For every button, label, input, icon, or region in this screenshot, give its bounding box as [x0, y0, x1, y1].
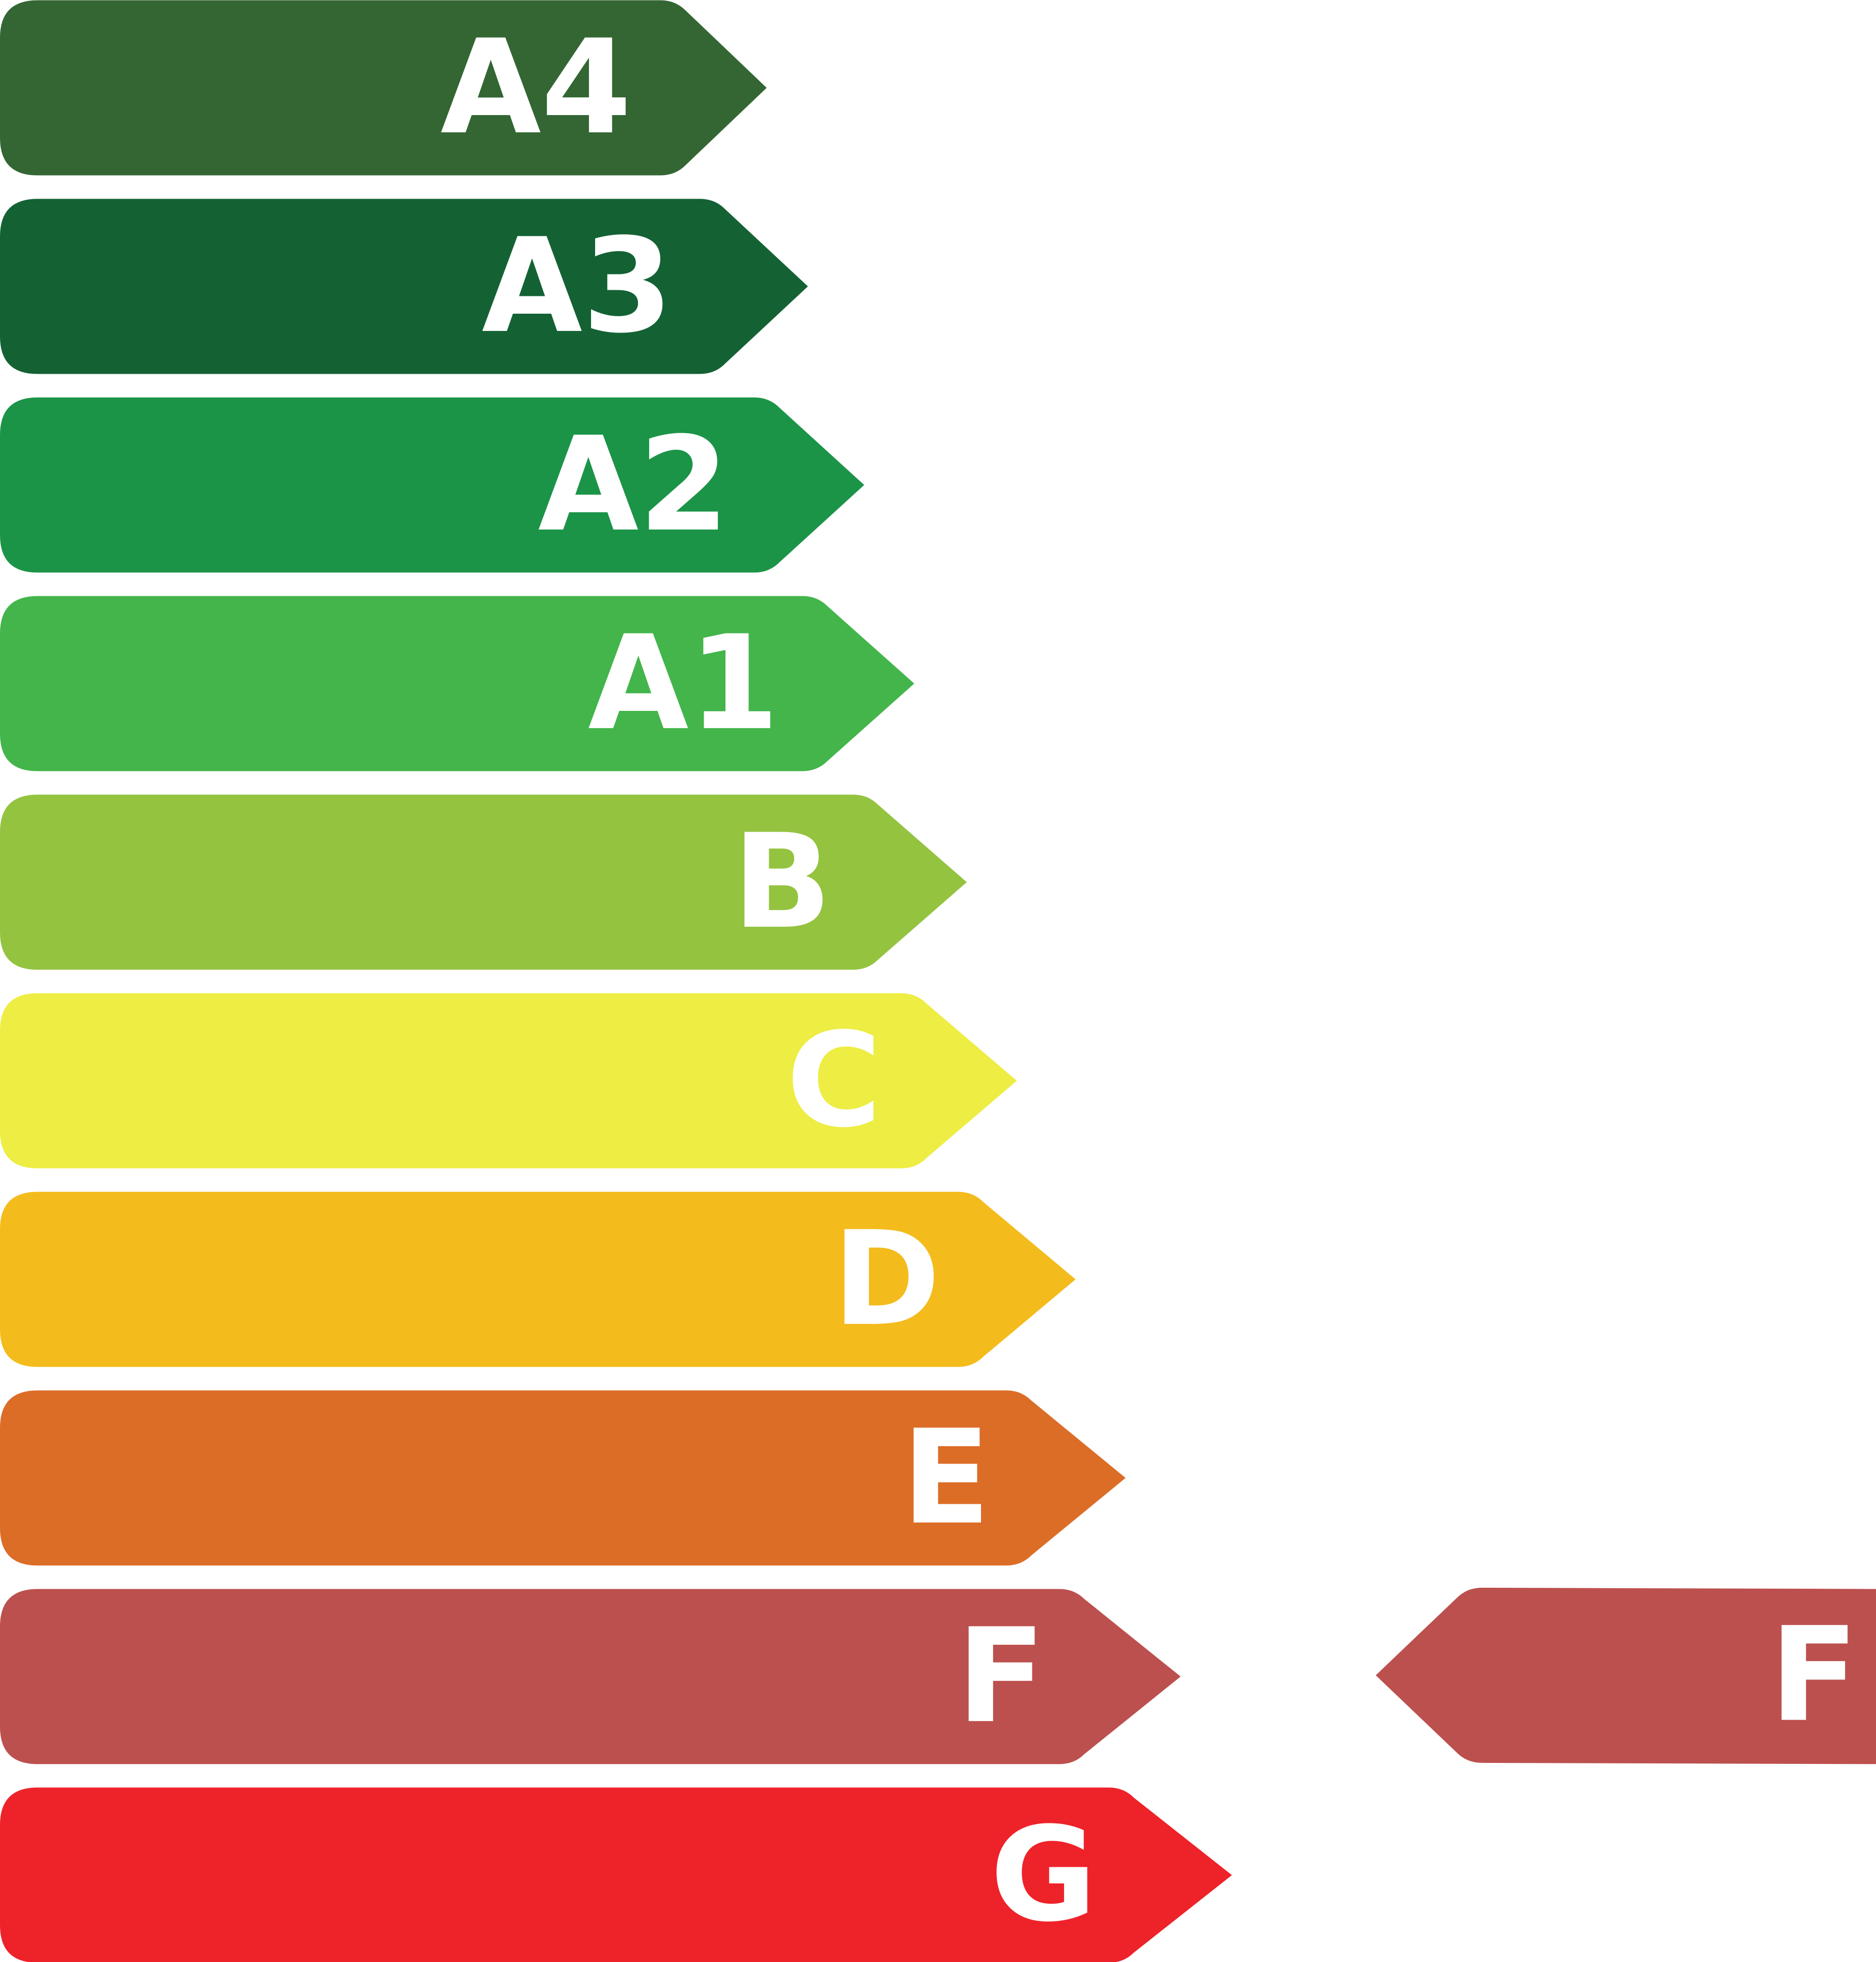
- class-label: A1: [588, 608, 779, 759]
- class-arrow: [0, 1589, 1181, 1764]
- class-label: C: [786, 1005, 882, 1156]
- class-label: F: [957, 1601, 1046, 1752]
- class-label: G: [990, 1800, 1097, 1951]
- class-label: E: [902, 1402, 991, 1554]
- rating-label: F: [1770, 1599, 1859, 1751]
- class-arrow: [0, 596, 914, 771]
- class-arrow: [0, 1787, 1232, 1962]
- class-arrow: [0, 0, 767, 176]
- class-arrow: [0, 794, 967, 970]
- class-arrow: [0, 397, 864, 573]
- class-label: D: [832, 1204, 940, 1355]
- rating-arrow: [1376, 1587, 1876, 1764]
- class-arrow: [0, 1192, 1076, 1367]
- class-arrow: [0, 1390, 1126, 1566]
- class-label: A2: [538, 409, 730, 561]
- class-label: A3: [482, 211, 673, 362]
- class-label: B: [733, 807, 832, 958]
- class-arrow: [0, 993, 1017, 1169]
- class-arrow: [0, 199, 808, 374]
- class-label: A4: [440, 12, 632, 163]
